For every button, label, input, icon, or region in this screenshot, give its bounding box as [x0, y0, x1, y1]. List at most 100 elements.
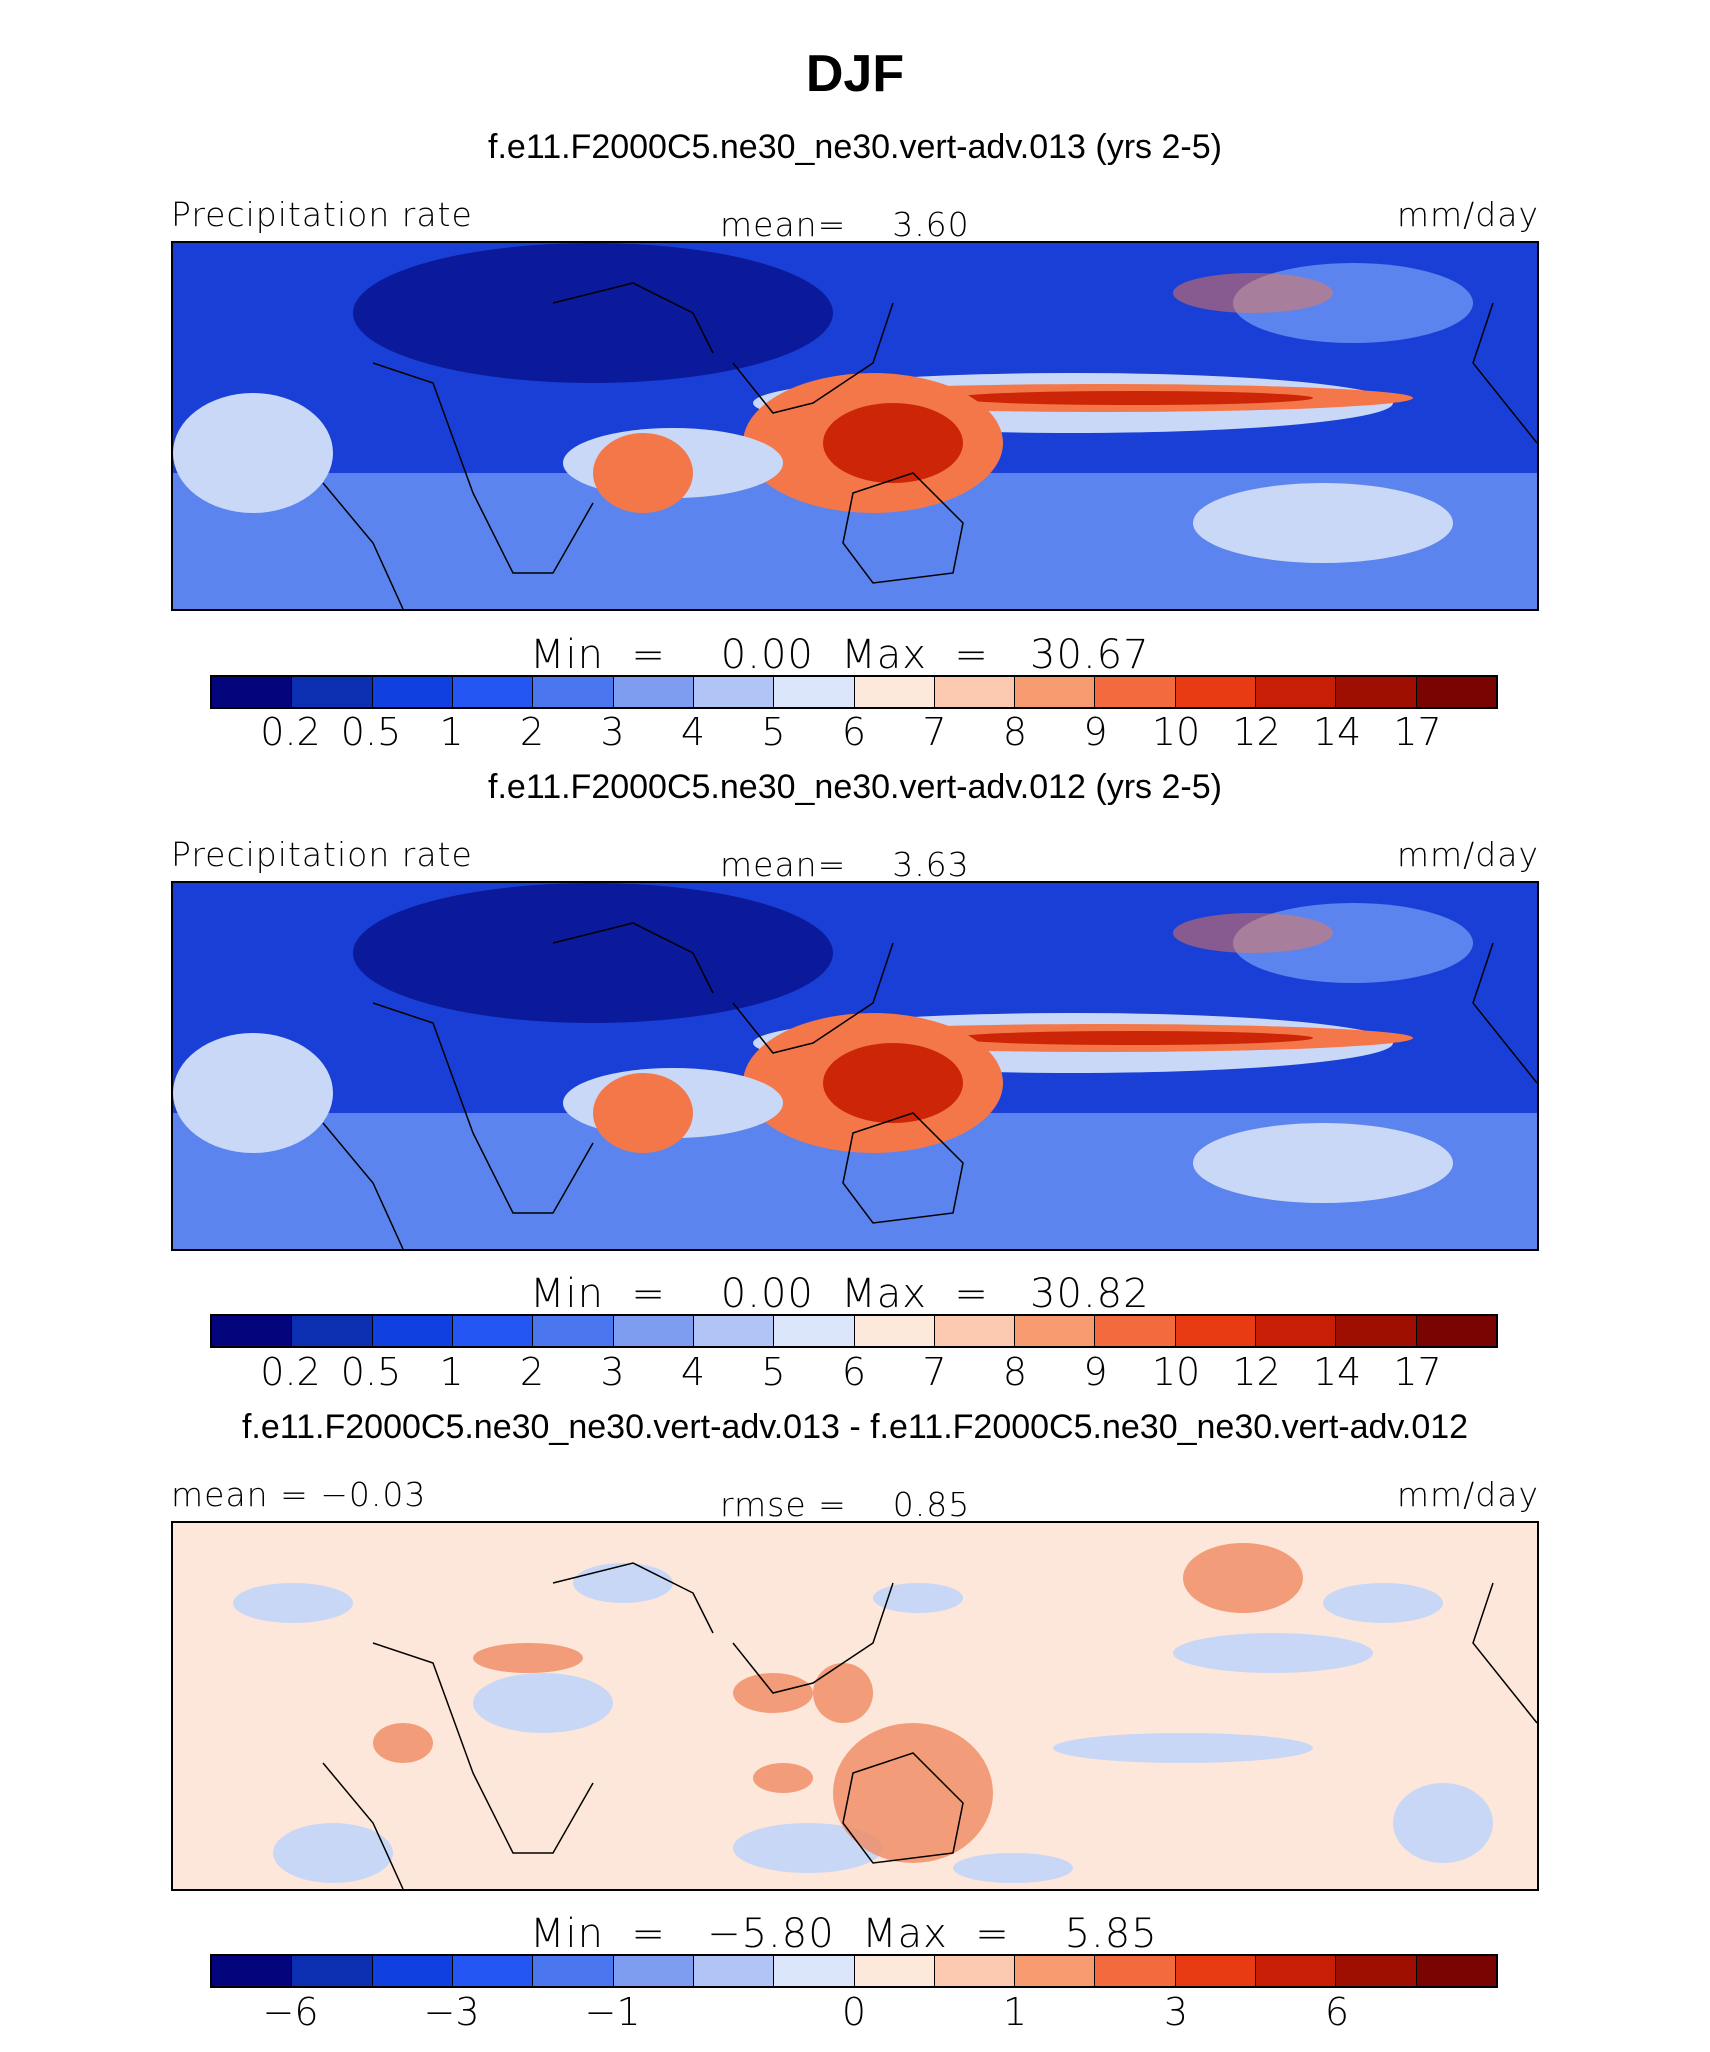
colorbar-tick-label: −1: [584, 1990, 641, 2034]
colorbar-tick-label: 17: [1393, 1350, 1442, 1394]
panel-min-max: Min = 0.00 Max = 30.67: [530, 632, 1150, 678]
colorbar-swatch: [854, 677, 935, 707]
colorbar-swatch: [1416, 1316, 1496, 1346]
coastline: [842, 1112, 964, 1224]
diff-negative-region: [1393, 1783, 1493, 1863]
spcz-band: [1193, 1123, 1453, 1203]
colorbar-tick-label: 8: [1002, 710, 1028, 754]
colorbar-swatch: [372, 1956, 453, 1986]
colorbar-tick-label: 2: [519, 1350, 545, 1394]
colorbar-swatch: [1095, 1956, 1176, 1986]
colorbar-swatch: [613, 1956, 694, 1986]
colorbar-swatch: [1336, 1956, 1417, 1986]
colorbar-swatch: [1416, 1956, 1496, 1986]
maritime-continent-core: [823, 403, 963, 483]
spcz-band: [1193, 483, 1453, 563]
diff-negative-region: [233, 1583, 353, 1623]
colorbar-tick-label: 4: [680, 1350, 706, 1394]
coastline: [1472, 1582, 1537, 1724]
colorbar-tick-label: 12: [1232, 710, 1281, 754]
itcz-core: [953, 391, 1313, 405]
panel-min-max: Min = 0.00 Max = 30.82: [530, 1271, 1150, 1317]
colorbar: [210, 1954, 1498, 1988]
colorbar-tick-label: 3: [600, 1350, 625, 1394]
colorbar-swatch: [1015, 1316, 1096, 1346]
colorbar-tick-label: 3: [600, 710, 625, 754]
panel-case-title: f.e11.F2000C5.ne30_ne30.vert-adv.012 (yr…: [488, 768, 1222, 806]
colorbar-swatch: [1015, 677, 1096, 707]
diff-negative-region: [473, 1673, 613, 1733]
coastline: [322, 1122, 404, 1249]
sahara-dry-region: [353, 243, 833, 383]
colorbar-swatch: [533, 1316, 614, 1346]
colorbar-swatch: [854, 1956, 935, 1986]
colorbar-tick-label: 6: [841, 1350, 867, 1394]
diff-negative-region: [953, 1853, 1073, 1883]
colorbar-swatch: [1015, 1956, 1096, 1986]
colorbar-tick-label: 6: [1324, 1990, 1350, 2034]
diff-positive-region: [753, 1763, 813, 1793]
coastline: [842, 1752, 964, 1864]
colorbar-tick-label: 0.2: [260, 1350, 321, 1394]
colorbar-tick-label: 1: [1002, 1990, 1028, 2034]
colorbar-tick-label: 12: [1232, 1350, 1281, 1394]
sahara-dry-region: [353, 883, 833, 1023]
colorbar: [210, 675, 1498, 709]
colorbar-tick-label: 10: [1151, 710, 1201, 754]
colorbar-tick-label: 8: [1002, 1350, 1028, 1394]
colorbar-swatch: [613, 1316, 694, 1346]
colorbar-swatch: [533, 1956, 614, 1986]
colorbar-tick-label: 6: [841, 710, 867, 754]
figure-title: DJF: [805, 45, 905, 103]
diff-negative-region: [873, 1583, 963, 1613]
map-field: [173, 243, 1537, 609]
coastline: [552, 922, 714, 994]
diff-negative-region: [1053, 1733, 1313, 1763]
colorbar-swatch: [1336, 677, 1417, 707]
colorbar-swatch: [774, 1956, 855, 1986]
colorbar-swatch: [854, 1316, 935, 1346]
colorbar-swatch: [613, 677, 694, 707]
colorbar-tick-label: 0: [841, 1990, 867, 2034]
coastline: [1472, 302, 1537, 444]
colorbar-swatch: [292, 1956, 373, 1986]
panel-units-label: mm/day: [1396, 835, 1539, 874]
colorbar-swatch: [693, 1956, 775, 1986]
map-field: [173, 883, 1537, 1249]
coastline: [732, 302, 894, 414]
diff-positive-region: [373, 1723, 433, 1763]
south-america-band: [173, 1033, 333, 1153]
maritime-continent-core: [823, 1043, 963, 1123]
diff-positive-region: [813, 1663, 873, 1723]
diff-negative-region: [1323, 1583, 1443, 1623]
panel-min-max: Min = −5.80 Max = 5.85: [530, 1911, 1158, 1957]
coastline: [372, 1002, 594, 1214]
colorbar-tick-label: 9: [1083, 710, 1108, 754]
itcz-core: [953, 1031, 1313, 1045]
panel-map: [171, 881, 1539, 1251]
colorbar-tick-label: 1: [439, 1350, 464, 1394]
colorbar-swatch: [1175, 1316, 1257, 1346]
diff-negative-region: [573, 1563, 673, 1603]
colorbar-tick-label: 5: [761, 710, 786, 754]
colorbar-swatch: [212, 1956, 293, 1986]
storm-track: [1173, 273, 1333, 313]
colorbar-swatch: [1095, 677, 1176, 707]
south-africa-wet: [593, 433, 693, 513]
coastline: [552, 1562, 714, 1634]
storm-track: [1173, 913, 1333, 953]
colorbar-swatch: [774, 1316, 855, 1346]
colorbar-swatch: [934, 677, 1016, 707]
panel-center-label: mean= 3.60: [720, 205, 970, 244]
colorbar-tick-label: 0.5: [340, 710, 402, 754]
colorbar-swatch: [1336, 1316, 1417, 1346]
diff-positive-region: [1183, 1543, 1303, 1613]
colorbar-tick-label: 10: [1151, 1350, 1201, 1394]
colorbar-tick-label: 0.5: [340, 1350, 402, 1394]
colorbar-swatch: [372, 677, 453, 707]
colorbar-tick-label: 0.2: [260, 710, 321, 754]
coastline: [552, 282, 714, 354]
coastline: [732, 1582, 894, 1694]
coastline: [322, 1762, 404, 1889]
colorbar-swatch: [693, 677, 775, 707]
